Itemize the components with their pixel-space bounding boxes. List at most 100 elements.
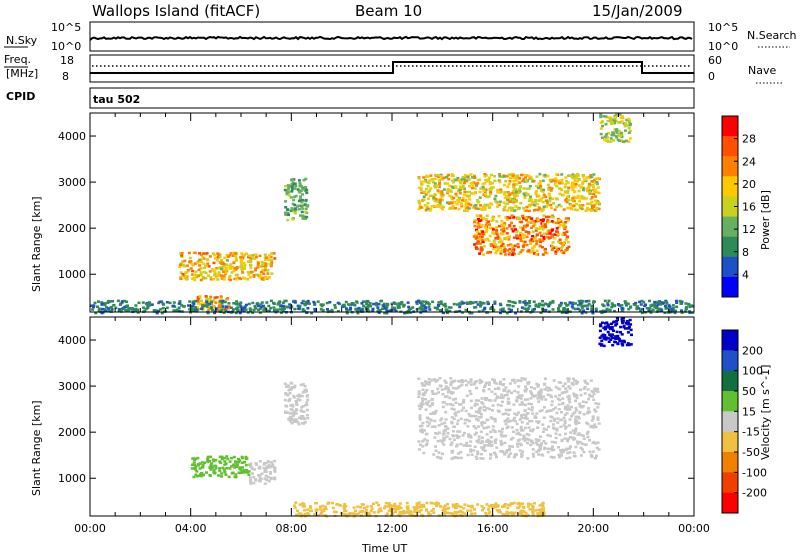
heatmap-cell: [491, 428, 495, 432]
heatmap-cell: [477, 223, 481, 226]
heatmap-cell: [505, 196, 509, 199]
heatmap-cell: [554, 436, 558, 440]
heatmap-cell: [484, 225, 487, 229]
heatmap-cell: [224, 271, 228, 275]
heatmap-cell: [544, 308, 548, 312]
heatmap-cell: [498, 241, 502, 244]
heatmap-cell: [520, 509, 524, 512]
heatmap-cell: [525, 432, 529, 436]
heatmap-cell: [478, 178, 482, 182]
heatmap-cell: [520, 394, 524, 397]
heatmap-cell: [293, 506, 297, 510]
heatmap-cell: [569, 206, 573, 210]
heatmap-cell: [273, 309, 277, 312]
heatmap-cell: [558, 241, 562, 244]
heatmap-cell: [501, 231, 504, 235]
heatmap-cell: [309, 506, 312, 509]
heatmap-cell: [529, 503, 533, 506]
heatmap-cell: [609, 338, 613, 341]
heatmap-cell: [434, 392, 438, 396]
heatmap-cell: [545, 232, 549, 236]
heatmap-cell: [240, 455, 244, 459]
heatmap-cell: [522, 236, 526, 240]
heatmap-cell: [422, 451, 426, 455]
heatmap-cell: [591, 311, 595, 315]
heatmap-cell: [489, 399, 493, 402]
heatmap-cell: [591, 426, 595, 429]
heatmap-cell: [419, 188, 423, 191]
heatmap-cell: [474, 237, 478, 240]
heatmap-cell: [249, 308, 253, 312]
heatmap-cell: [420, 183, 424, 186]
heatmap-cell: [372, 511, 376, 514]
heatmap-cell: [558, 238, 562, 241]
heatmap-cell: [563, 190, 567, 193]
heatmap-cell: [541, 219, 545, 223]
heatmap-cell: [295, 514, 299, 517]
heatmap-cell: [467, 178, 471, 181]
heatmap-cell: [469, 399, 473, 403]
heatmap-cell: [580, 405, 584, 408]
heatmap-cell: [473, 445, 477, 449]
heatmap-cell: [493, 300, 497, 303]
heatmap-cell: [581, 204, 585, 207]
heatmap-cell: [497, 203, 501, 207]
heatmap-cell: [228, 267, 232, 270]
heatmap-cell: [269, 476, 273, 480]
heatmap-cell: [256, 304, 260, 308]
heatmap-cell: [502, 388, 506, 391]
heatmap-cell: [505, 194, 508, 197]
heatmap-cell: [596, 441, 600, 444]
heatmap-cell: [680, 311, 684, 314]
heatmap-cell: [589, 175, 593, 179]
heatmap-cell: [520, 416, 524, 419]
heatmap-cell: [396, 304, 400, 308]
heatmap-cell: [406, 507, 409, 510]
heatmap-cell: [233, 466, 237, 469]
heatmap-cell: [534, 239, 538, 242]
heatmap-cell: [448, 206, 452, 210]
heatmap-cell: [538, 244, 542, 248]
x-tick-label: 16:00: [477, 522, 509, 535]
heatmap-cell: [526, 220, 530, 224]
heatmap-cell: [466, 425, 470, 428]
heatmap-cell: [148, 301, 152, 305]
heatmap-cell: [283, 188, 287, 192]
heatmap-cell: [519, 202, 523, 205]
heatmap-cell: [467, 381, 471, 384]
heatmap-cell: [529, 390, 533, 393]
colorbar-swatch: [722, 276, 738, 298]
nsky-right-tick-top: 10^5: [708, 21, 738, 34]
heatmap-cell: [459, 451, 463, 454]
heatmap-cell: [510, 173, 514, 176]
heatmap-cell: [515, 194, 519, 197]
heatmap-cell: [201, 255, 205, 259]
heatmap-cell: [384, 501, 388, 505]
heatmap-cell: [455, 422, 459, 425]
heatmap-cell: [473, 508, 477, 511]
heatmap-cell: [466, 175, 470, 179]
heatmap-cell: [482, 253, 486, 256]
heatmap-cell: [426, 185, 430, 188]
heatmap-cell: [395, 506, 399, 510]
heatmap-cell: [539, 186, 543, 189]
colorbar-tick-label: -50: [742, 446, 760, 459]
heatmap-cell: [421, 400, 425, 403]
heatmap-cell: [295, 420, 299, 423]
heatmap-cell: [509, 452, 513, 455]
heatmap-cell: [464, 202, 468, 205]
heatmap-cell: [291, 411, 295, 415]
heatmap-cell: [549, 178, 553, 182]
heatmap-cell: [433, 193, 437, 197]
heatmap-cell: [248, 276, 252, 279]
heatmap-cell: [183, 264, 187, 268]
heatmap-cell: [572, 392, 576, 395]
heatmap-cell: [600, 339, 604, 343]
heatmap-cell: [461, 434, 465, 437]
heatmap-cell: [249, 263, 253, 267]
heatmap-cell: [450, 420, 454, 424]
heatmap-cell: [557, 407, 561, 411]
heatmap-cell: [541, 239, 545, 242]
heatmap-cell: [592, 204, 596, 207]
heatmap-cell: [450, 416, 454, 419]
